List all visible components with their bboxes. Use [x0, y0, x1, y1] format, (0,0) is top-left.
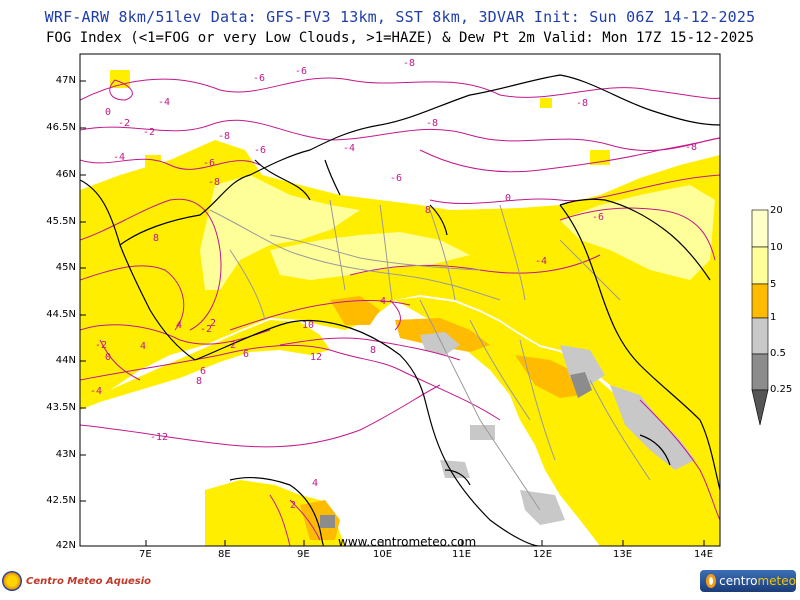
haze-field-west	[80, 320, 330, 410]
contour-label: 8	[370, 345, 377, 356]
contour-label: 4	[176, 320, 183, 331]
lon-label: 7E	[139, 549, 152, 560]
lat-label: 47N	[55, 75, 76, 86]
haze-field-peninsula	[395, 297, 720, 546]
logo-circle-icon	[706, 574, 717, 588]
watermark-url: www.centrometeo.com	[338, 535, 477, 549]
contour-label: -6	[253, 73, 266, 84]
haze-dot	[200, 165, 214, 179]
contour-label: 12	[310, 352, 323, 363]
contour-label: -8	[576, 98, 589, 109]
map-subtitle: FOG Index (<1=FOG or very Low Clouds, >1…	[45, 30, 754, 46]
lat-label: 45N	[55, 262, 76, 273]
fog-index-legend	[751, 209, 769, 426]
lon-label: 10E	[373, 549, 393, 560]
contour-label: 8	[196, 376, 203, 387]
region-borders	[209, 199, 651, 511]
contour-label: -2	[143, 127, 156, 138]
haze-dot	[145, 155, 161, 167]
contour-label: -8	[208, 177, 221, 188]
legend-label: 0.25	[770, 384, 793, 395]
contour-label: 4	[140, 341, 147, 352]
contour-label: 8	[153, 233, 160, 244]
contour-label: -4	[343, 143, 356, 154]
centrometeo-logo: centrometeo	[700, 570, 796, 592]
fog-patch-3	[610, 385, 695, 470]
lat-label: 46N	[55, 169, 76, 180]
lat-label: 44N	[55, 355, 76, 366]
contour-label: 0	[105, 107, 112, 118]
contour-label: 8	[425, 205, 432, 216]
legend-label: 10	[770, 242, 783, 253]
lon-label: 12E	[533, 549, 553, 560]
contour-label: -8	[218, 131, 231, 142]
lat-label: 42.5N	[46, 495, 76, 506]
contour-label: -2	[118, 118, 131, 129]
contour-label: -8	[403, 58, 416, 69]
orange-patch-3	[515, 355, 580, 398]
lat-label: 43.5N	[46, 402, 76, 413]
lon-label: 13E	[613, 549, 633, 560]
contour-label: 6	[200, 366, 207, 377]
contour-label: -4	[535, 256, 548, 267]
contour-label: 4	[380, 296, 387, 307]
lat-label: 45.5N	[46, 216, 76, 227]
contour-label: -8	[426, 118, 439, 129]
haze-dot	[540, 98, 552, 108]
orange-patch-1	[330, 296, 380, 325]
contour-label: -4	[90, 386, 103, 397]
country-borders	[80, 74, 720, 546]
light-zone-po	[270, 232, 470, 280]
logo-ring-icon	[2, 571, 22, 591]
fog-patch-1	[420, 332, 460, 355]
lat-label: 43N	[55, 449, 76, 460]
centro-meteo-aquesio-logo: Centro Meteo Aquesio	[2, 569, 151, 593]
logo-left-text: Centro Meteo Aquesio	[26, 575, 151, 587]
contour-label: 4	[312, 478, 319, 489]
contour-label: -2	[200, 324, 213, 335]
fog-patch-6	[520, 490, 565, 525]
contour-label: 2	[230, 340, 237, 351]
legend-label: 5	[770, 279, 777, 290]
lon-label: 14E	[694, 549, 714, 560]
logo-right-text: centrometeo	[719, 574, 796, 588]
lat-label: 42N	[55, 540, 76, 551]
contour-label: -2	[95, 340, 108, 351]
contour-label: -4	[113, 152, 126, 163]
legend-label: 20	[770, 205, 783, 216]
contour-label: -6	[390, 173, 403, 184]
fog-patch-7	[320, 515, 335, 528]
lat-ticks	[80, 80, 705, 547]
lon-label: 8E	[218, 549, 231, 560]
legend-label: 0.5	[770, 348, 786, 359]
light-zone-east	[560, 185, 715, 280]
contour-label: 6	[243, 349, 250, 360]
contour-label: -6	[203, 158, 216, 169]
light-zone-alps	[200, 175, 360, 290]
lat-label: 46.5N	[46, 122, 76, 133]
legend-label: 1	[770, 312, 777, 323]
contour-label: -6	[592, 212, 605, 223]
lat-label: 44.5N	[46, 309, 76, 320]
fog-patch-5	[470, 425, 495, 440]
dewpoint-contours	[80, 77, 720, 546]
contour-label: 0	[105, 352, 112, 363]
fog-patch-4	[570, 372, 592, 398]
contour-label: -4	[158, 97, 171, 108]
lon-label: 11E	[452, 549, 472, 560]
contour-label: 2	[290, 500, 297, 511]
lon-label: 9E	[297, 549, 310, 560]
contour-label: 2	[210, 318, 217, 329]
contour-label: 0	[505, 193, 512, 204]
contour-label: 10	[302, 320, 315, 331]
contour-label: -12	[150, 432, 169, 443]
map-title: WRF-ARW 8km/51lev Data: GFS-FV3 13km, SS…	[44, 8, 756, 26]
contour-label: -6	[295, 66, 308, 77]
contour-label: -8	[685, 142, 698, 153]
contour-label: -6	[254, 145, 267, 156]
